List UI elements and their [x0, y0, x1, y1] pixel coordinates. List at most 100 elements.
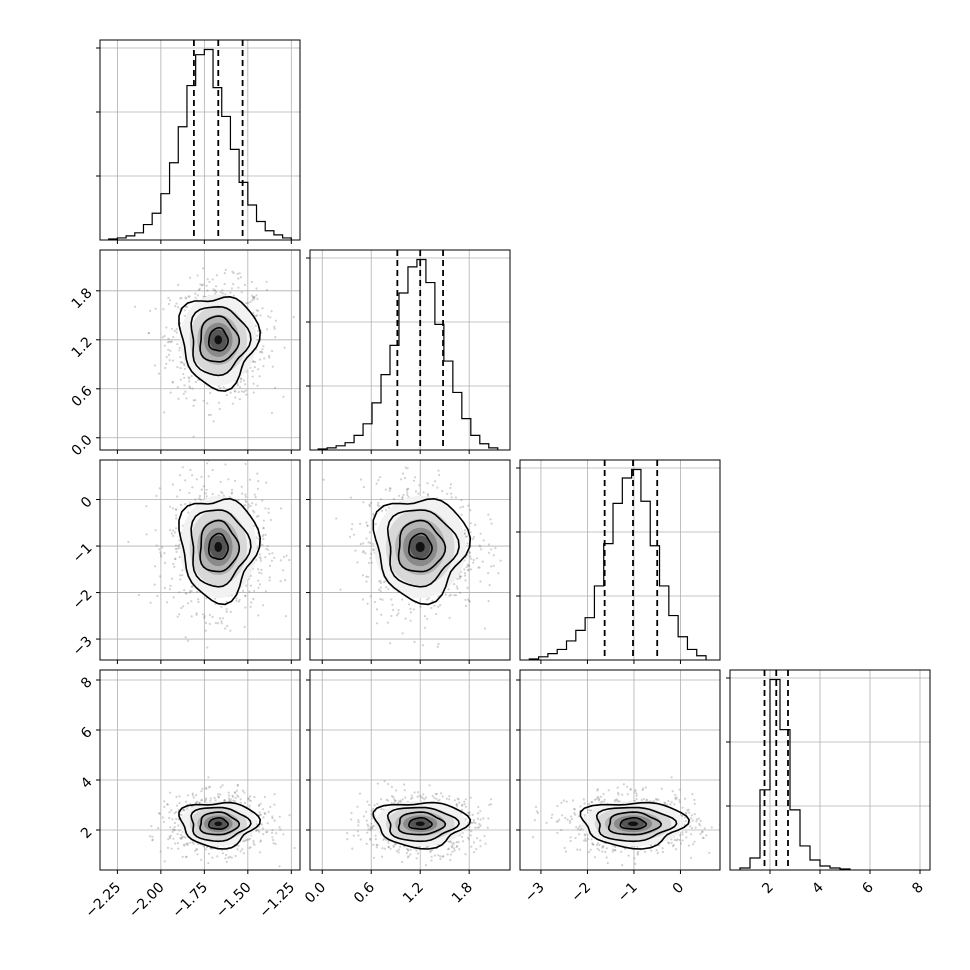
sample-point [238, 272, 241, 275]
sample-point [365, 819, 368, 822]
sample-point [372, 843, 375, 846]
sample-point [421, 870, 423, 872]
sample-point [195, 613, 198, 616]
sample-point [233, 791, 236, 794]
sample-point [561, 814, 564, 817]
sample-point [272, 838, 275, 842]
sample-point [425, 598, 429, 601]
sample-point [157, 827, 160, 830]
sample-point [441, 490, 444, 493]
sample-point [163, 411, 166, 414]
sample-point [157, 812, 161, 815]
sample-point [168, 588, 171, 591]
sample-point [260, 823, 263, 826]
sample-point [274, 336, 277, 339]
sample-point [172, 596, 175, 599]
sample-point [175, 331, 178, 334]
sample-point [252, 509, 255, 512]
sample-point [366, 602, 369, 605]
sample-point [450, 492, 453, 495]
panel-frame [99, 249, 301, 451]
sample-point [169, 505, 172, 508]
sample-point [262, 833, 265, 836]
sample-point [167, 348, 170, 351]
sample-point [196, 800, 199, 803]
sample-point [183, 314, 186, 317]
sample-point [322, 478, 325, 481]
sample-point [245, 500, 248, 504]
sample-point [397, 609, 400, 612]
sample-point [412, 479, 416, 482]
sample-point [476, 817, 479, 820]
sample-point [265, 547, 268, 551]
contour-line [178, 801, 262, 850]
sample-point [165, 326, 168, 329]
sample-point [181, 466, 184, 469]
sample-point [278, 815, 281, 818]
sample-point [681, 831, 684, 834]
sample-point [231, 794, 234, 797]
sample-point [223, 272, 226, 275]
sample-point [407, 487, 410, 490]
sample-point [195, 848, 198, 851]
panel-content [100, 670, 300, 870]
sample-point [250, 601, 253, 604]
sample-point [446, 848, 450, 851]
sample-point [370, 501, 373, 504]
sample-point [183, 589, 186, 592]
sample-point [262, 345, 265, 348]
sample-point [464, 853, 467, 856]
sample-point [184, 390, 187, 393]
sample-point [687, 808, 690, 811]
sample-point [239, 276, 242, 279]
sample-point [244, 495, 247, 498]
sample-point [252, 842, 255, 845]
sample-point [573, 812, 576, 815]
sample-point [403, 783, 406, 786]
sample-point [479, 839, 482, 842]
sample-point [269, 518, 273, 522]
sample-point [231, 402, 234, 405]
sample-point [206, 289, 209, 292]
sample-point [271, 815, 274, 818]
sample-point [236, 848, 239, 851]
sample-point [249, 605, 252, 608]
sample-point [413, 640, 416, 644]
sample-point [266, 830, 269, 834]
sample-point [282, 395, 285, 398]
sample-point [155, 494, 158, 497]
sample-point [465, 535, 469, 538]
sample-point [357, 834, 360, 837]
sample-point [252, 524, 256, 528]
sample-point [372, 549, 375, 552]
sample-point [385, 798, 388, 801]
sample-point [463, 800, 466, 803]
sample-point [399, 800, 402, 804]
sample-point [175, 804, 179, 807]
sample-point [468, 829, 471, 832]
sample-point [169, 529, 172, 532]
sample-point [459, 506, 462, 509]
sample-point [420, 795, 423, 799]
sample-point [154, 529, 157, 532]
sample-point [163, 552, 166, 555]
sample-point [179, 578, 182, 581]
sample-point [176, 343, 179, 346]
sample-point [178, 539, 181, 542]
sample-point [550, 816, 553, 820]
sample-point [218, 617, 222, 620]
sample-point [430, 606, 433, 610]
sample-point [279, 828, 282, 831]
sample-point [350, 811, 353, 815]
sample-point [435, 797, 438, 801]
sample-point [419, 605, 422, 609]
sample-point [351, 523, 354, 526]
sample-point [189, 589, 192, 592]
sample-point [229, 798, 232, 801]
sample-point [409, 607, 412, 611]
sample-point [418, 794, 421, 797]
sample-point [241, 789, 245, 792]
sample-point [224, 627, 227, 630]
sample-point [383, 847, 387, 850]
sample-point [137, 593, 140, 597]
